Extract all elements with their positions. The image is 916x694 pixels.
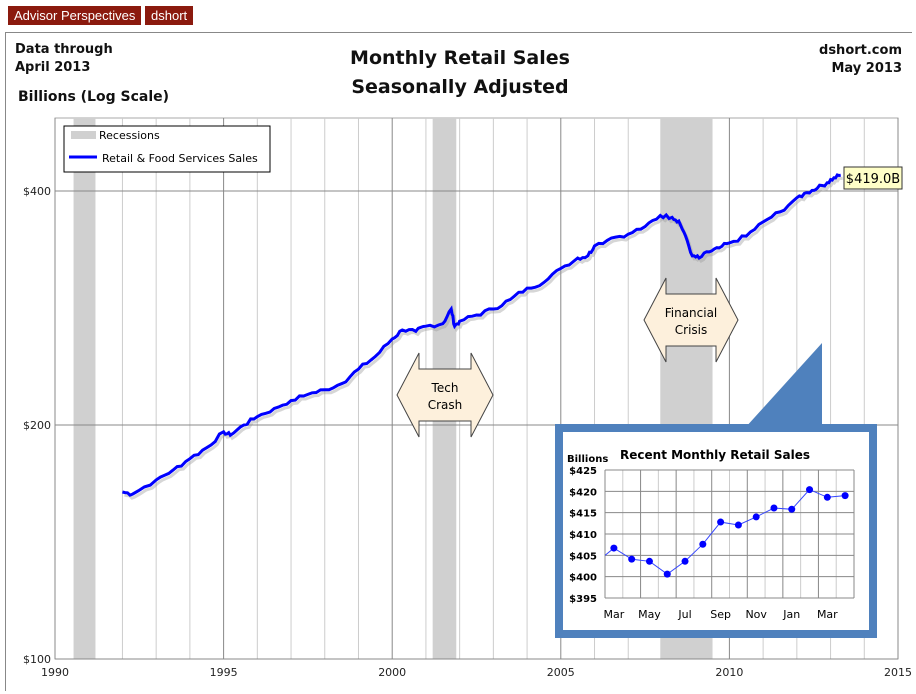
inset-data-point <box>645 557 653 565</box>
series-shadow <box>124 176 843 500</box>
inset-y-tick-label: $425 <box>569 466 597 477</box>
recession-band <box>73 118 96 659</box>
inset-pointer <box>745 343 822 428</box>
inset-x-tick-label: Mar <box>604 608 625 621</box>
inset-y-tick-label: $415 <box>569 509 597 520</box>
inset-data-point <box>734 521 742 529</box>
inset-data-point <box>681 557 689 565</box>
chart-title: Monthly Retail Sales <box>350 47 570 69</box>
financial-crisis-callout-label-2: Crisis <box>675 323 707 337</box>
inset-data-point <box>823 493 831 501</box>
data-through-line1: Data through <box>15 42 113 57</box>
last-value-label: $419.0B <box>846 172 900 187</box>
x-tick-label: 2010 <box>715 666 743 679</box>
inset-data-point <box>610 544 618 552</box>
legend-recession-swatch <box>71 131 96 139</box>
tech-crash-callout <box>396 352 494 438</box>
x-tick-label: 1995 <box>210 666 238 679</box>
inset-x-tick-label: Sep <box>710 608 731 621</box>
x-tick-label: 2015 <box>884 666 912 679</box>
inset-data-point <box>841 492 849 500</box>
tech-crash-callout-label-2: Crash <box>428 398 463 412</box>
inset-x-tick-label: May <box>638 608 661 621</box>
y-tick-label: $100 <box>23 653 51 666</box>
inset-x-tick-label: Jul <box>677 608 691 621</box>
inset-chart-frame <box>555 424 877 638</box>
last-value-box <box>843 166 903 190</box>
date-label: May 2013 <box>831 61 903 76</box>
inset-y-tick-label: $410 <box>569 530 597 541</box>
inset-title: Recent Monthly Retail Sales <box>620 448 810 462</box>
site-label: dshort.com <box>819 43 902 58</box>
inset-y-tick-label: $400 <box>569 573 597 584</box>
y-tick-label: $200 <box>23 419 51 432</box>
chart-frame <box>5 32 912 691</box>
x-tick-label: 2000 <box>378 666 406 679</box>
inset-y-tick-label: $420 <box>569 487 597 498</box>
inset-data-point <box>770 504 778 512</box>
inset-data-point <box>752 513 760 521</box>
inset-ylabel: Billions <box>567 454 608 465</box>
legend-series-label: Retail & Food Services Sales <box>102 152 258 165</box>
tech-crash-callout-label-1: Tech <box>431 381 459 395</box>
x-tick-label: 1990 <box>41 666 69 679</box>
inset-x-tick-label: Mar <box>817 608 838 621</box>
chart-subtitle: Seasonally Adjusted <box>351 76 569 98</box>
units-label: Billions (Log Scale) <box>18 89 170 105</box>
x-tick-label: 2005 <box>547 666 575 679</box>
dshort-badge[interactable]: dshort <box>145 6 194 25</box>
data-through-line2: April 2013 <box>15 60 91 75</box>
inset-data-point <box>699 540 707 548</box>
inset-x-tick-label: Nov <box>745 608 767 621</box>
inset-data-point <box>788 505 796 513</box>
inset-data-point <box>806 486 814 494</box>
advisor-perspectives-badge[interactable]: Advisor Perspectives <box>8 6 142 25</box>
inset-data-point <box>663 570 671 578</box>
inset-y-tick-label: $405 <box>569 551 597 562</box>
inset-data-point <box>628 555 636 563</box>
inset-data-point <box>717 518 725 526</box>
y-tick-label: $400 <box>23 185 51 198</box>
legend-box <box>63 125 271 173</box>
financial-crisis-callout-label-1: Financial <box>665 306 718 320</box>
legend-recessions-label: Recessions <box>99 129 160 142</box>
inset-y-tick-label: $395 <box>569 594 597 605</box>
financial-crisis-callout <box>643 277 739 363</box>
inset-x-tick-label: Jan <box>782 608 800 621</box>
